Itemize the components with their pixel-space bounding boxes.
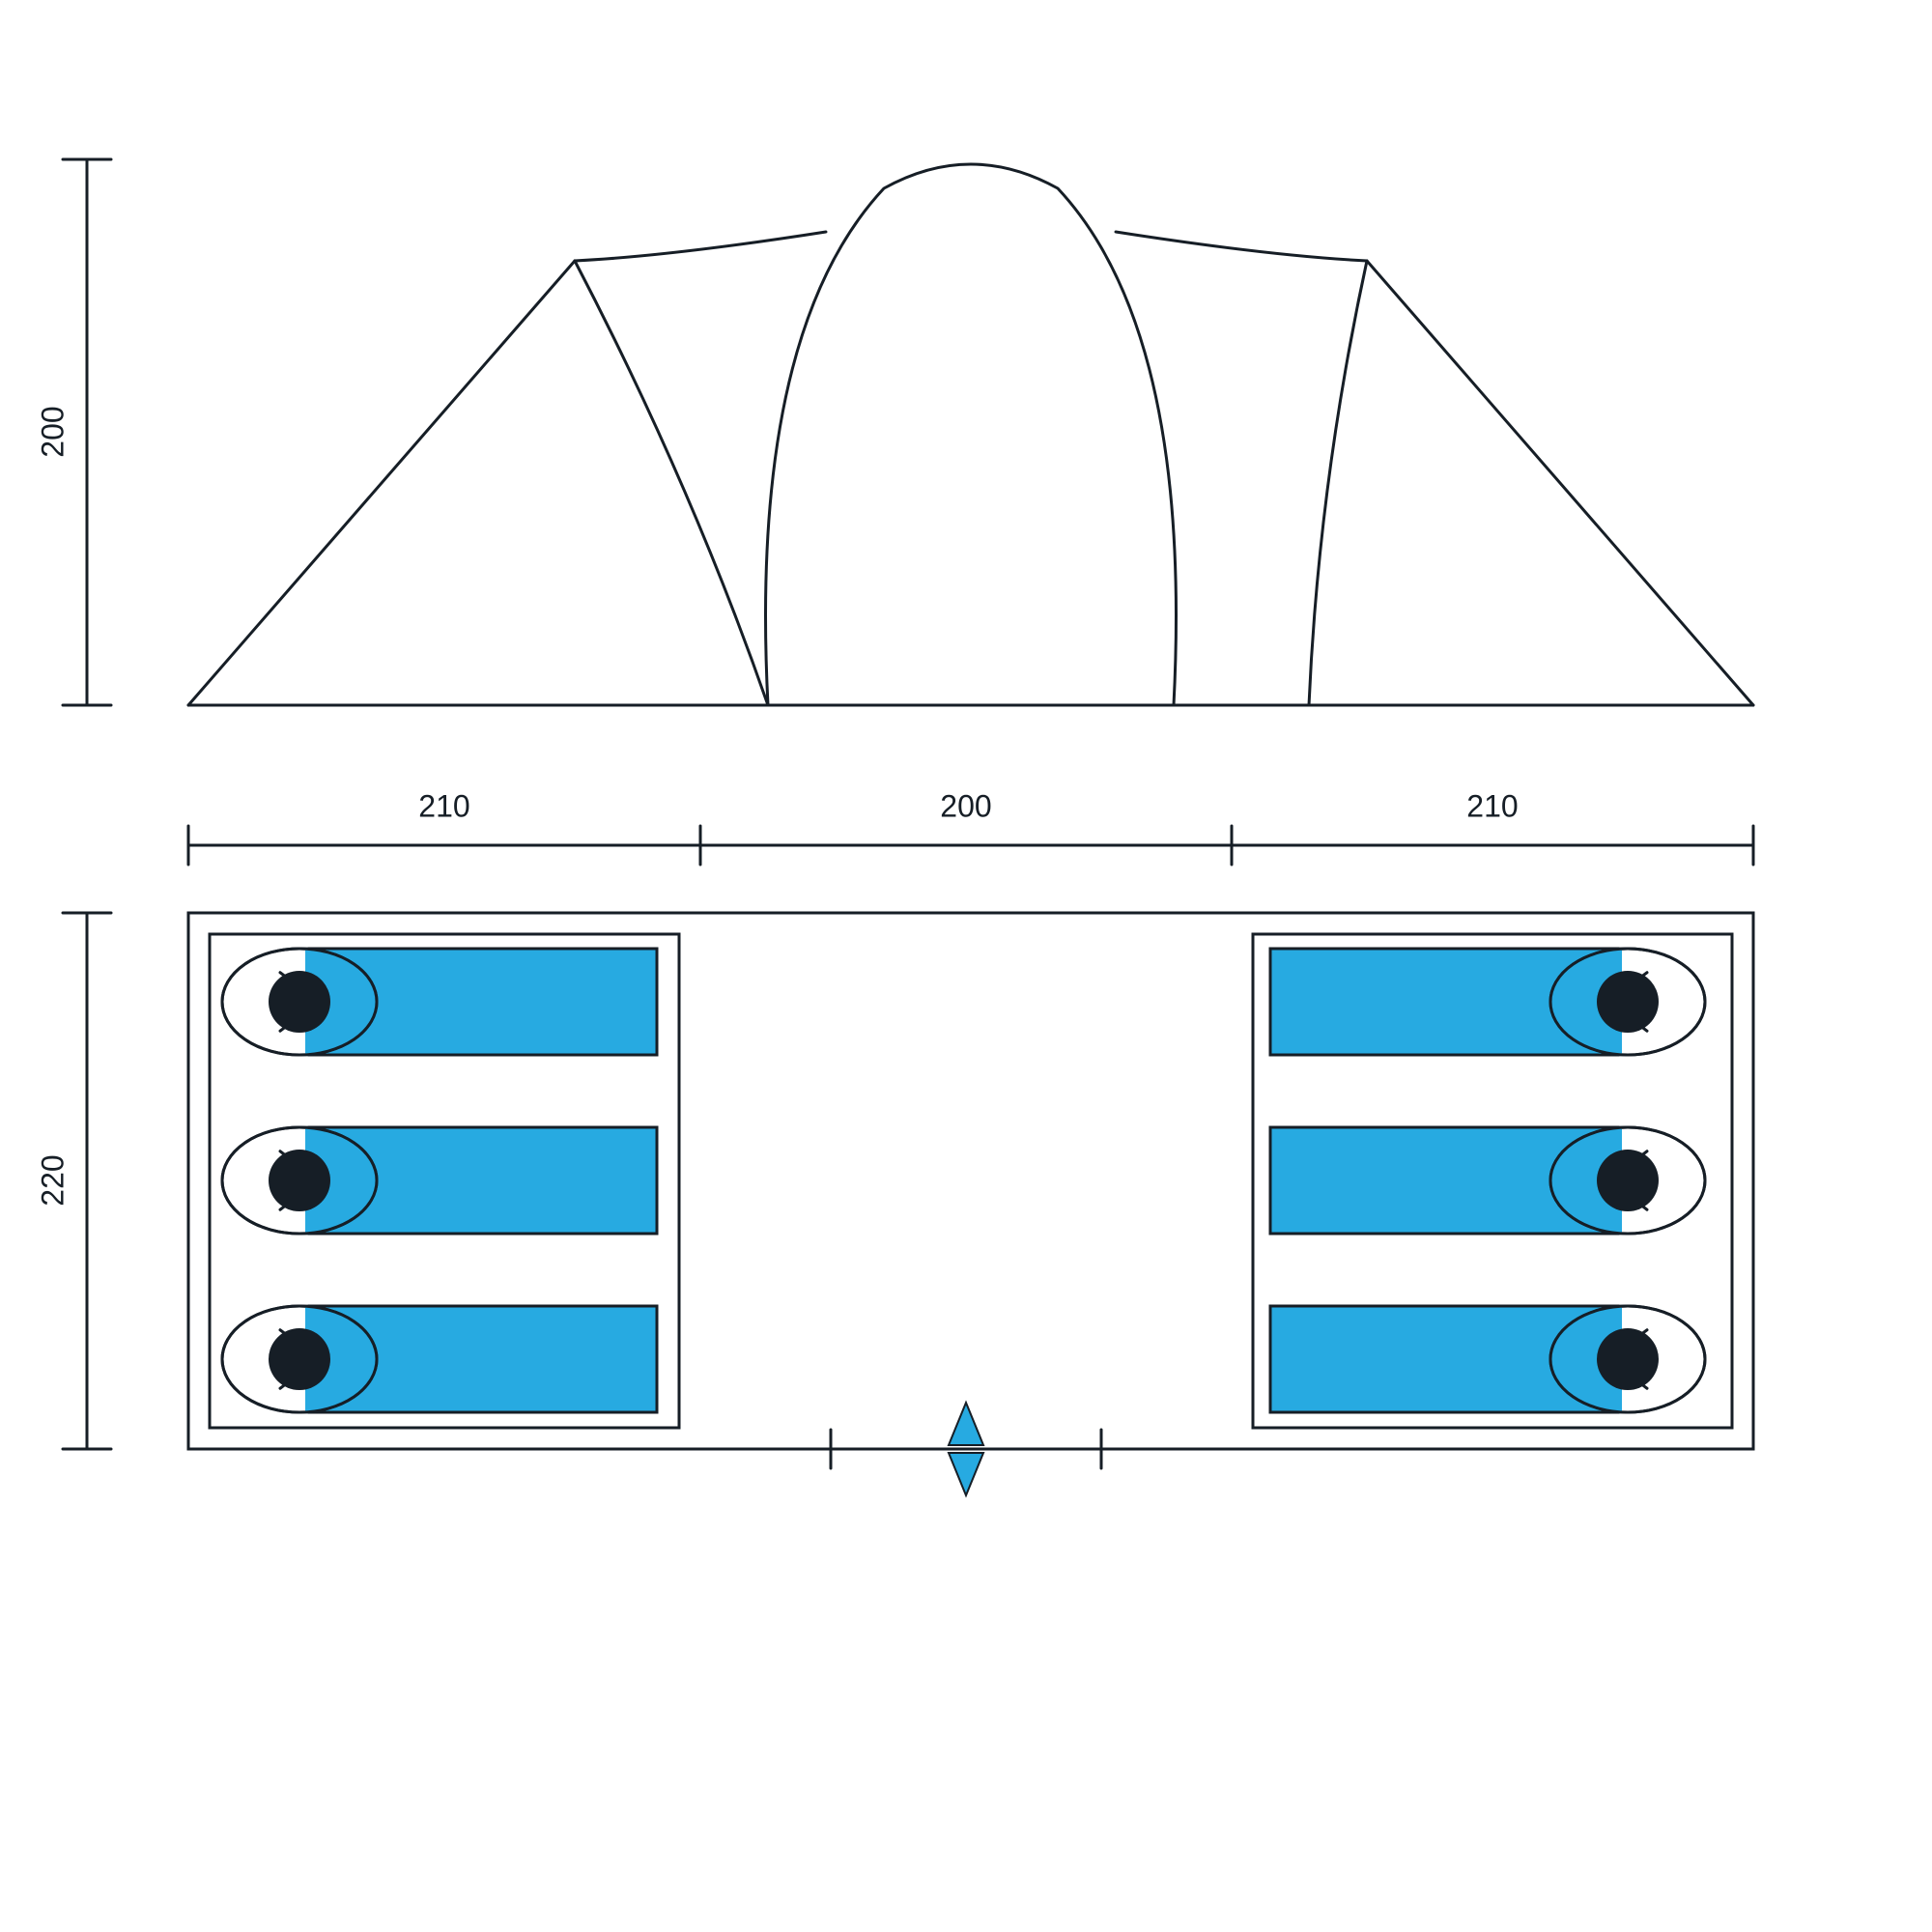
diagram-svg [0,0,1932,1932]
tent-dimension-diagram: 200 220 210 200 210 [0,0,1932,1932]
height-dimension-label: 200 [36,406,71,457]
width-dimension-label-3: 210 [1466,789,1518,825]
width-dimension-label-1: 210 [418,789,469,825]
width-dimension-label-2: 200 [940,789,991,825]
depth-dimension-label: 220 [36,1154,71,1206]
